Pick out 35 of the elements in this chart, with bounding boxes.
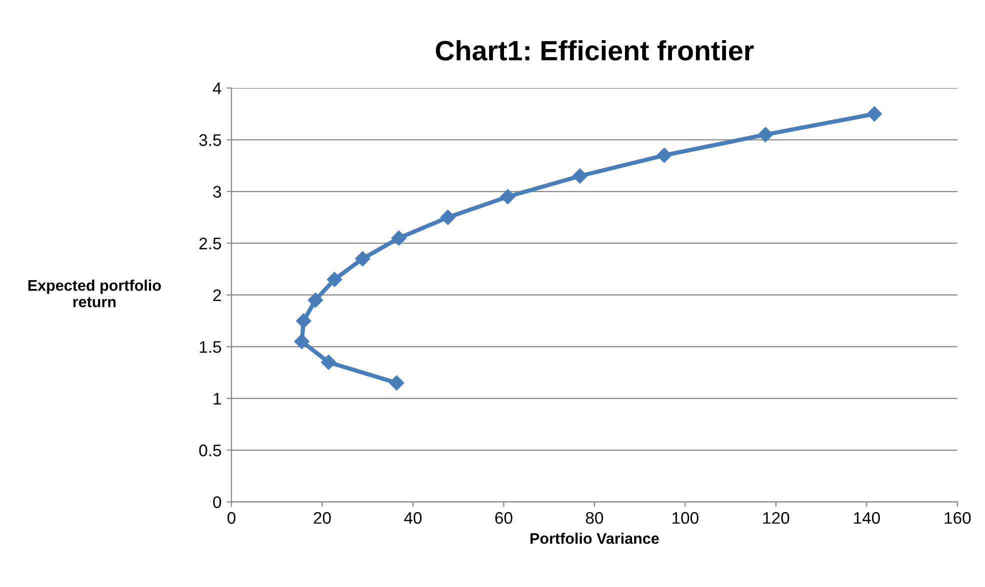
y-tick-label: 3.5 bbox=[199, 134, 222, 146]
y-tick-label: 1.5 bbox=[200, 341, 222, 353]
point bbox=[440, 210, 456, 225]
point bbox=[656, 148, 672, 163]
x-tick-label: 100 bbox=[672, 512, 698, 524]
point bbox=[572, 168, 588, 184]
y-tick-label: 3 bbox=[213, 186, 222, 198]
point bbox=[758, 127, 774, 142]
y-tick-label: 2.5 bbox=[199, 238, 222, 250]
point bbox=[321, 354, 336, 370]
point bbox=[500, 189, 516, 204]
y-tick-label: 4 bbox=[212, 82, 222, 94]
x-tick-label: 80 bbox=[586, 512, 604, 524]
point bbox=[296, 313, 312, 328]
x-tick-label: 40 bbox=[404, 512, 422, 524]
y-tick-label: 0.5 bbox=[199, 444, 222, 456]
x-tick-label: 120 bbox=[763, 512, 790, 524]
y-axis-title: Expected portfolio return bbox=[28, 280, 161, 308]
x-tick-label: 20 bbox=[314, 512, 331, 524]
y-tick-label: 1 bbox=[214, 393, 221, 404]
x-tick-label: 160 bbox=[944, 512, 971, 524]
y-tick-label: 2 bbox=[213, 289, 221, 302]
point bbox=[389, 375, 404, 390]
x-axis-title: Portfolio Variance bbox=[530, 532, 659, 544]
point bbox=[308, 292, 323, 308]
point bbox=[355, 251, 370, 266]
point bbox=[391, 230, 406, 246]
x-tick-label: 140 bbox=[854, 512, 880, 524]
point bbox=[326, 272, 342, 288]
x-tick-label: 0 bbox=[227, 512, 236, 524]
y-tick-label: 0 bbox=[213, 496, 222, 508]
point bbox=[294, 334, 310, 350]
chart-title: Chart1: Efficient frontier bbox=[436, 40, 754, 61]
x-tick-label: 60 bbox=[495, 512, 512, 524]
point bbox=[866, 106, 882, 122]
